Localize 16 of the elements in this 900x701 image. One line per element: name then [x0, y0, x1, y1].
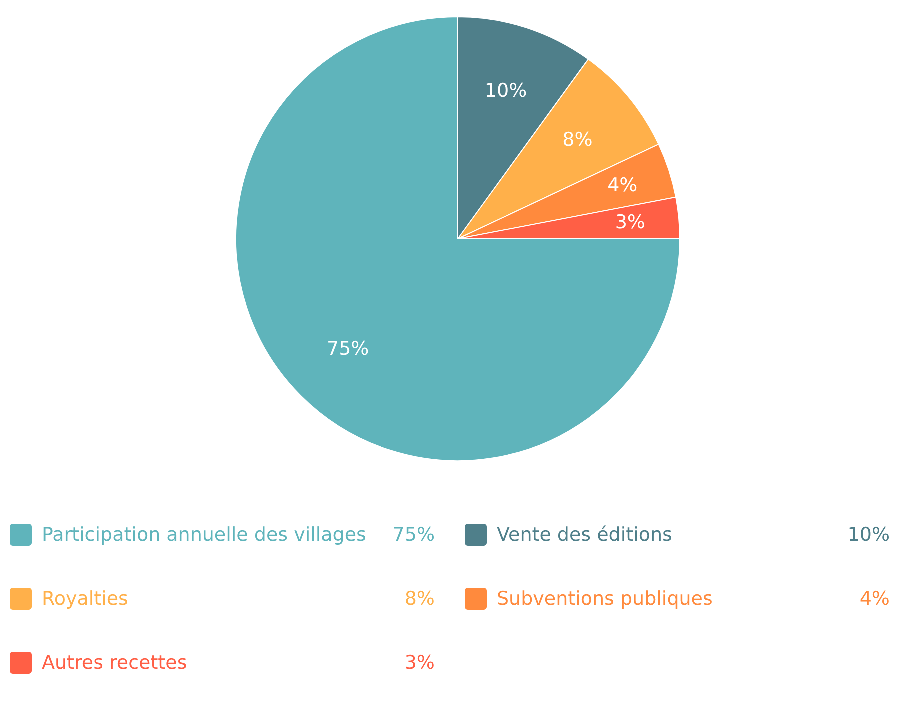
legend-label: Vente des éditions: [497, 524, 674, 546]
legend-label: Royalties: [42, 588, 130, 610]
text: 75%: [392, 524, 435, 546]
data-label: 3%: [615, 212, 646, 234]
text: 8%: [404, 588, 435, 610]
text: 10%: [848, 524, 890, 546]
text: 3%: [404, 652, 435, 674]
legend-label: Autres recettes: [42, 652, 188, 674]
pie-slice: [236, 16, 680, 462]
data-label: 75%: [327, 338, 370, 360]
legend-label: Participation annuelle des villages: [42, 524, 368, 546]
data-label: 4%: [608, 174, 638, 196]
data-label: 10%: [484, 80, 528, 102]
data-label: 8%: [562, 128, 593, 151]
text: 4%: [860, 588, 890, 610]
legend-label: Subventions publiques: [497, 588, 714, 610]
